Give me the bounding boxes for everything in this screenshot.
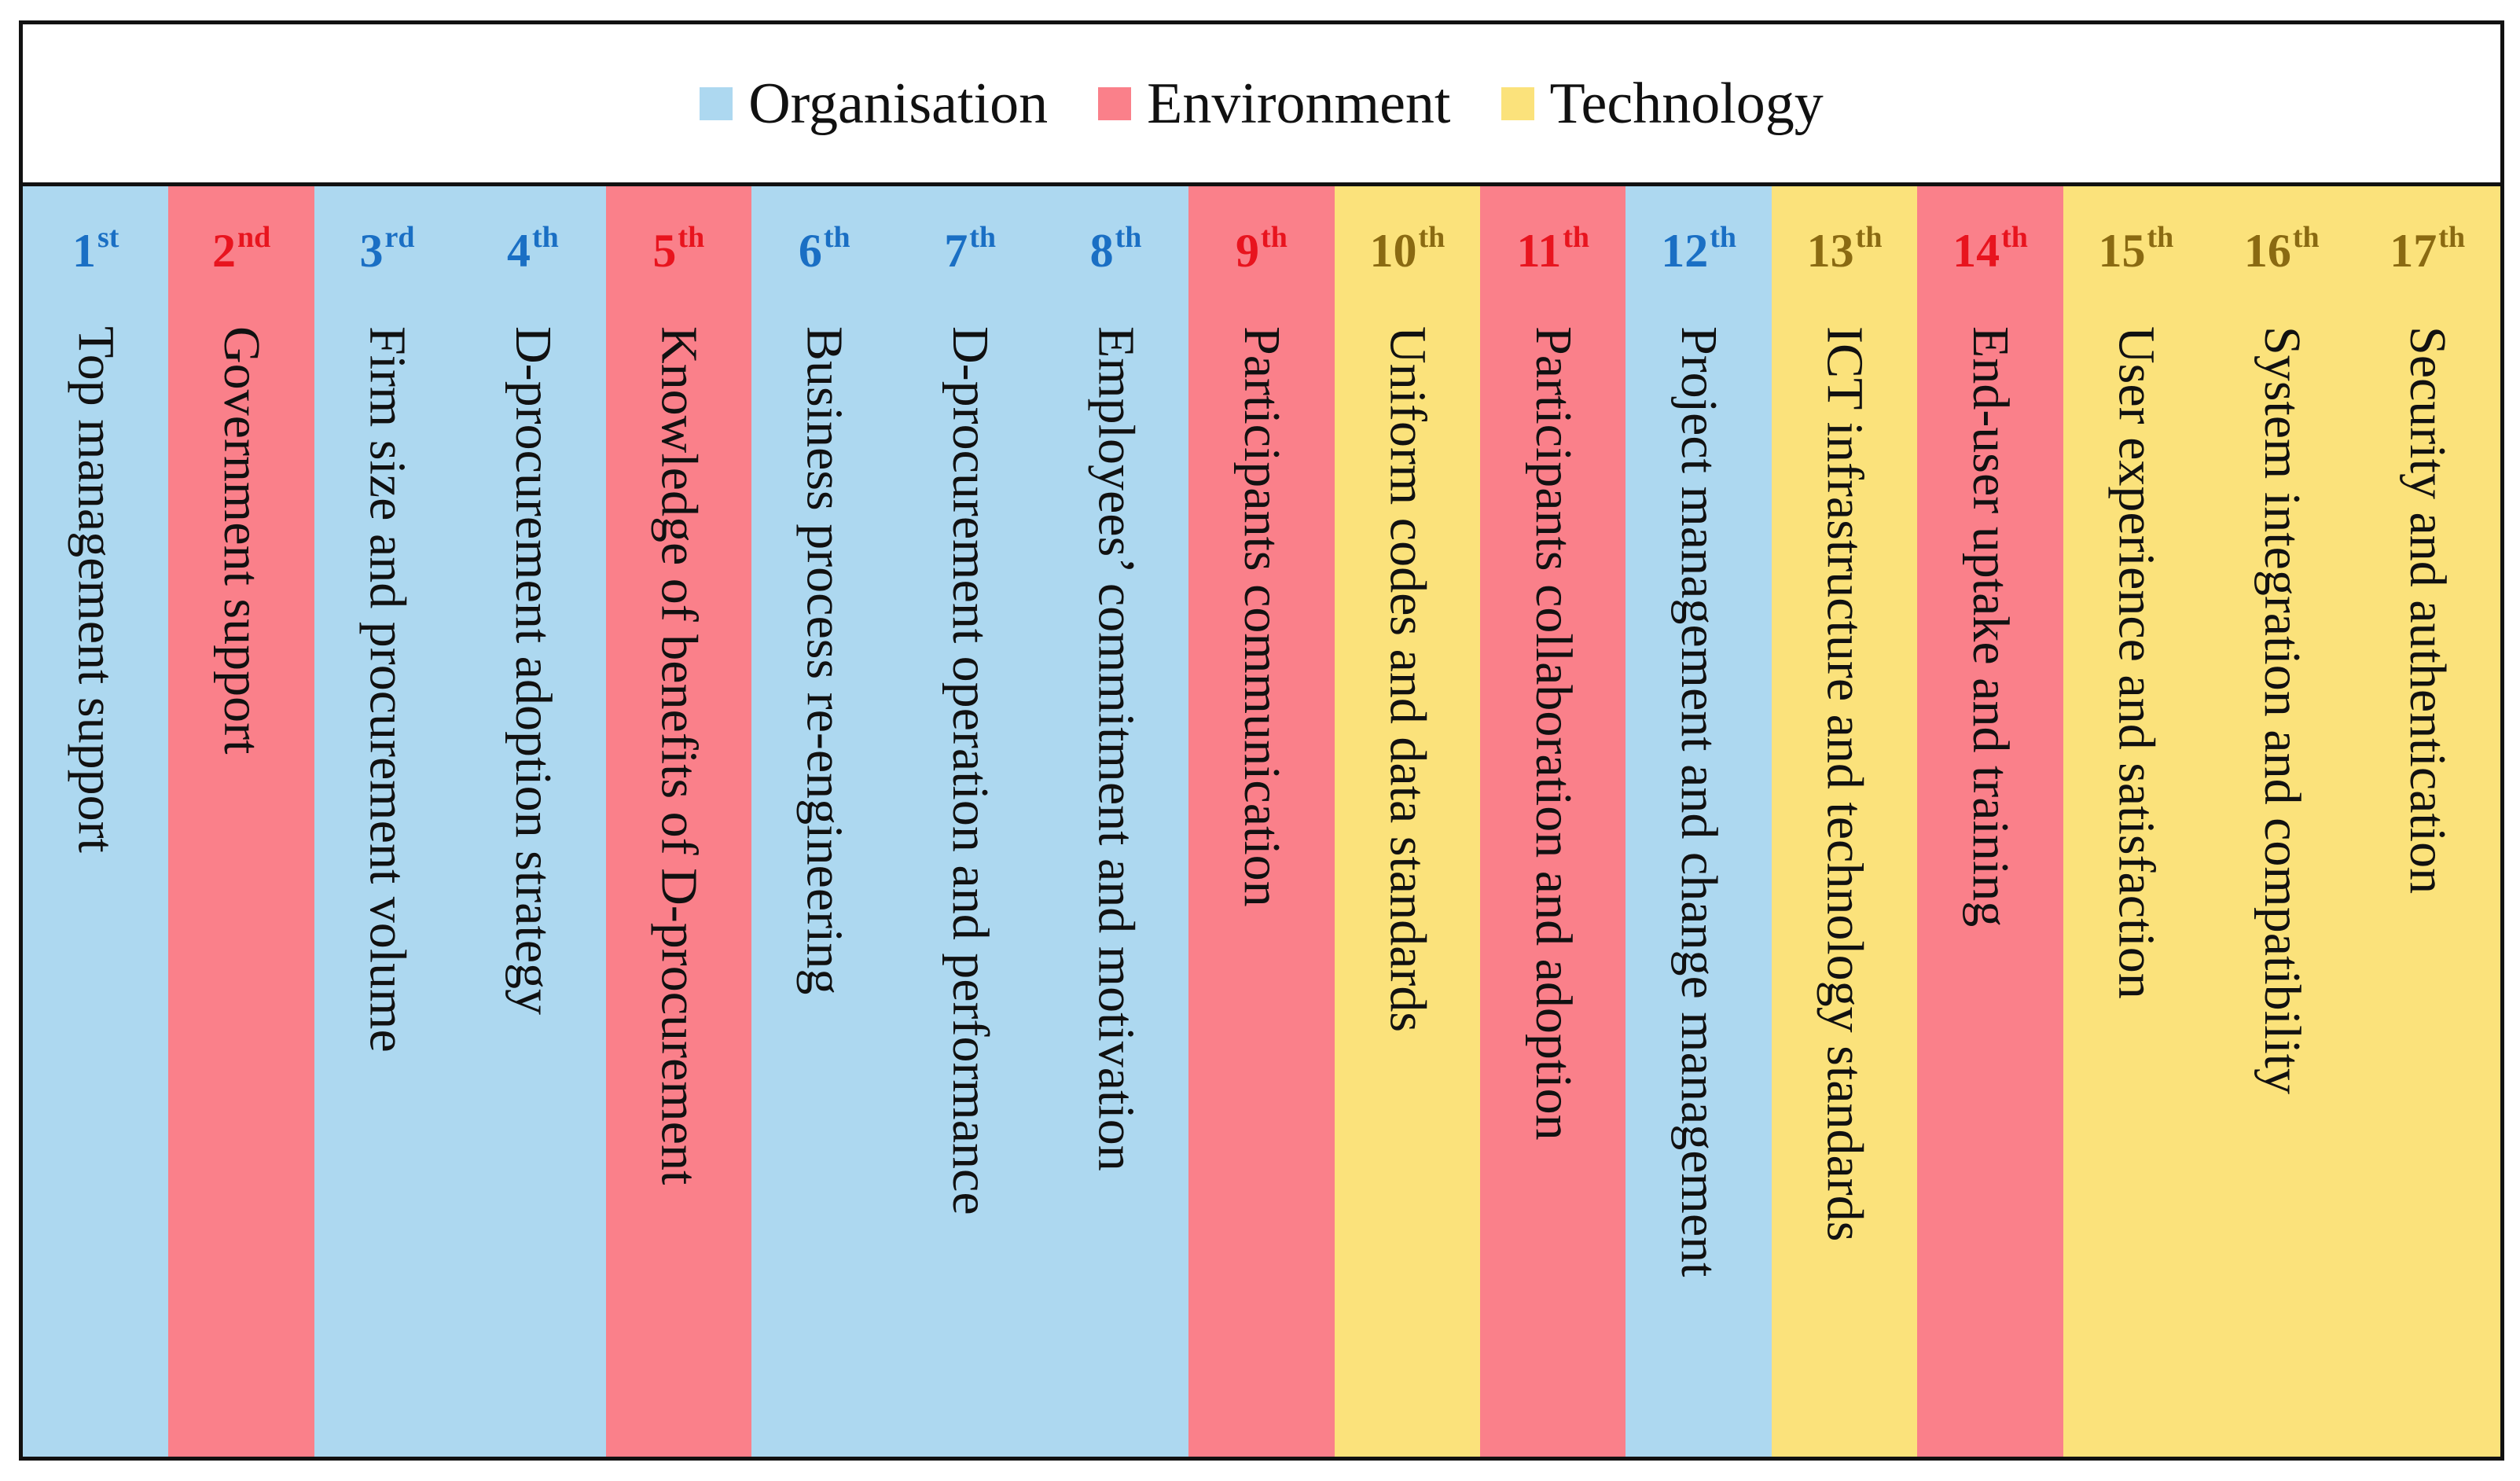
factor-column: 17th Security and authentication — [2354, 186, 2500, 1457]
factor-rank: 2nd — [168, 222, 314, 277]
factor-rank: 11th — [1480, 222, 1626, 277]
rank-suffix: th — [1855, 221, 1883, 254]
rank-suffix: th — [823, 221, 850, 254]
factor-label: D-procurement adoption strategy — [504, 326, 562, 1016]
factor-rank: 7th — [897, 222, 1042, 277]
factor-rank: 17th — [2355, 222, 2500, 277]
legend-item-organisation: Organisation — [700, 75, 1048, 133]
factor-columns: 1st Top management support 2nd Government s… — [23, 186, 2500, 1457]
legend-item-technology: Technology — [1501, 75, 1824, 133]
rank-number: 7 — [944, 225, 968, 277]
factor-rank: 9th — [1188, 222, 1334, 277]
rank-number: 14 — [1952, 225, 2000, 277]
rank-number: 8 — [1089, 225, 1114, 277]
rank-number: 10 — [1369, 225, 1417, 277]
factor-rank: 1st — [23, 222, 168, 277]
factor-rank: 4th — [460, 222, 605, 277]
legend: Organisation Environment Technology — [23, 24, 2500, 186]
rank-number: 12 — [1661, 225, 1709, 277]
factor-label: Participants collaboration and adoption — [1524, 326, 1582, 1141]
rank-suffix: st — [97, 221, 119, 254]
factor-label: Employees’ commitment and motivation — [1087, 326, 1145, 1171]
factor-label: System integration and compatibility — [2253, 326, 2311, 1095]
factor-label: Top management support — [67, 326, 125, 853]
factor-column: 16th System integration and compatibility — [2209, 186, 2355, 1457]
rank-suffix: th — [532, 221, 559, 254]
factor-label: Project management and change management — [1670, 326, 1728, 1277]
rank-suffix: th — [969, 221, 997, 254]
factor-label: D-procurement operation and performance — [942, 326, 1000, 1215]
rank-suffix: th — [2438, 221, 2466, 254]
factor-label: Firm size and procurement volume — [358, 326, 417, 1053]
rank-number: 1 — [72, 225, 96, 277]
factor-column: 8th Employees’ commitment and motivation — [1042, 186, 1189, 1457]
rank-suffix: th — [1115, 221, 1142, 254]
legend-swatch-organisation — [700, 86, 733, 120]
rank-suffix: th — [1418, 221, 1446, 254]
rank-number: 13 — [1806, 225, 1854, 277]
factor-column: 10th Uniform codes and data standards — [1334, 186, 1481, 1457]
factor-rank: 3rd — [314, 222, 460, 277]
rank-number: 3 — [359, 225, 384, 277]
legend-item-environment: Environment — [1098, 71, 1451, 136]
factor-column: 15th User experience and satisfaction — [2063, 186, 2210, 1457]
rank-number: 15 — [2098, 225, 2146, 277]
factor-column: 13th ICT infrastructure and technology st… — [1771, 186, 1918, 1457]
legend-label-technology: Technology — [1549, 71, 1824, 136]
factor-rank: 15th — [2063, 222, 2209, 277]
factor-column: 1st Top management support — [23, 186, 169, 1457]
factor-rank: 16th — [2209, 222, 2354, 277]
rank-number: 4 — [507, 225, 531, 277]
factor-rank: 6th — [751, 222, 897, 277]
factor-column: 12th Project management and change manage… — [1626, 186, 1772, 1457]
factor-column: 6th Business process re-engineering — [751, 186, 898, 1457]
rank-suffix: th — [678, 221, 705, 254]
rank-number: 11 — [1516, 225, 1562, 277]
factor-label: Uniform codes and data standards — [1379, 326, 1437, 1033]
factor-column: 4th D-procurement adoption strategy — [460, 186, 606, 1457]
rank-number: 16 — [2243, 225, 2291, 277]
rank-number: 9 — [1236, 225, 1260, 277]
factor-label: Business process re-engineering — [795, 326, 854, 995]
factor-rank: 13th — [1772, 222, 1917, 277]
rank-suffix: th — [1261, 221, 1288, 254]
factor-rank: 10th — [1335, 222, 1480, 277]
factor-label: End-user uptake and training — [1961, 326, 2019, 928]
factor-rank: 14th — [1917, 222, 2063, 277]
rank-suffix: th — [2001, 221, 2028, 254]
legend-swatch-technology — [1501, 86, 1534, 120]
factor-column: 3rd Firm size and procurement volume — [314, 186, 461, 1457]
factor-rank: 5th — [606, 222, 751, 277]
factor-rank: 12th — [1626, 222, 1771, 277]
rank-number: 2 — [211, 225, 236, 277]
legend-label-organisation: Organisation — [748, 71, 1049, 136]
factor-rank: 8th — [1043, 222, 1188, 277]
rank-suffix: rd — [384, 221, 415, 254]
factor-label: Participants communication — [1232, 326, 1291, 907]
ranking-diagram: Organisation Environment Technology 1st T… — [19, 20, 2504, 1461]
rank-suffix: nd — [237, 221, 271, 254]
legend-swatch-environment — [1098, 86, 1132, 120]
factor-label: Government support — [213, 326, 271, 755]
factor-label: User experience and satisfaction — [2107, 326, 2166, 999]
legend-label-environment: Environment — [1147, 71, 1451, 136]
factor-column: 14th End-user uptake and training — [1917, 186, 2063, 1457]
rank-suffix: th — [1710, 221, 1737, 254]
factor-column: 11th Participants collaboration and adopt… — [1480, 186, 1626, 1457]
factor-label: Security and authentication — [2399, 326, 2457, 895]
factor-label: Knowledge of benefits of D-procurement — [650, 326, 708, 1185]
rank-suffix: th — [2292, 221, 2320, 254]
rank-suffix: th — [1563, 221, 1590, 254]
factor-column: 2nd Government support — [168, 186, 314, 1457]
factor-column: 7th D-procurement operation and performan… — [897, 186, 1043, 1457]
factor-column: 5th Knowledge of benefits of D-procuremen… — [605, 186, 752, 1457]
rank-number: 6 — [798, 225, 822, 277]
rank-number: 17 — [2390, 225, 2437, 277]
rank-suffix: th — [2147, 221, 2174, 254]
rank-number: 5 — [652, 225, 677, 277]
factor-label: ICT infrastructure and technology standa… — [1816, 326, 1874, 1242]
factor-column: 9th Participants communication — [1188, 186, 1335, 1457]
